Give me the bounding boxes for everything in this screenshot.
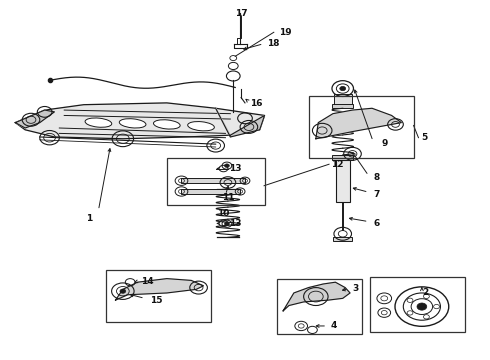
Text: 4: 4 <box>331 321 338 330</box>
Text: 18: 18 <box>267 39 279 48</box>
Bar <box>334 94 351 105</box>
Circle shape <box>120 289 126 293</box>
Polygon shape <box>316 108 401 139</box>
Text: 8: 8 <box>373 174 379 183</box>
Text: 3: 3 <box>352 284 359 293</box>
Polygon shape <box>216 108 265 137</box>
Bar <box>106 270 211 321</box>
Text: 17: 17 <box>235 9 247 18</box>
Circle shape <box>340 86 345 91</box>
Text: 11: 11 <box>221 193 234 202</box>
Polygon shape <box>15 103 265 139</box>
Bar <box>309 96 414 158</box>
Circle shape <box>224 222 229 226</box>
Bar <box>332 104 353 108</box>
Bar <box>167 158 265 205</box>
Text: 19: 19 <box>279 28 292 37</box>
Text: 15: 15 <box>150 296 162 305</box>
Ellipse shape <box>188 122 214 131</box>
Polygon shape <box>283 282 350 311</box>
Text: 10: 10 <box>217 209 229 218</box>
Ellipse shape <box>119 119 146 128</box>
Text: 13: 13 <box>229 164 242 173</box>
Bar <box>369 277 465 332</box>
Text: 2: 2 <box>422 288 428 297</box>
Polygon shape <box>15 110 54 128</box>
Ellipse shape <box>85 118 112 127</box>
Text: 12: 12 <box>331 160 343 169</box>
Bar <box>333 237 352 241</box>
Text: 9: 9 <box>381 139 388 148</box>
Bar <box>181 189 240 194</box>
Bar <box>332 154 353 159</box>
Polygon shape <box>116 279 203 300</box>
Text: 13: 13 <box>229 219 242 228</box>
Text: 1: 1 <box>86 214 93 223</box>
Circle shape <box>417 303 427 310</box>
Text: 7: 7 <box>373 190 379 199</box>
Bar <box>181 178 245 183</box>
Text: 5: 5 <box>421 133 427 142</box>
Ellipse shape <box>153 120 180 129</box>
Bar <box>277 279 362 334</box>
Circle shape <box>224 164 229 167</box>
Text: 16: 16 <box>250 99 262 108</box>
Bar <box>336 160 349 202</box>
Text: 14: 14 <box>141 276 153 285</box>
Text: 6: 6 <box>373 219 379 228</box>
